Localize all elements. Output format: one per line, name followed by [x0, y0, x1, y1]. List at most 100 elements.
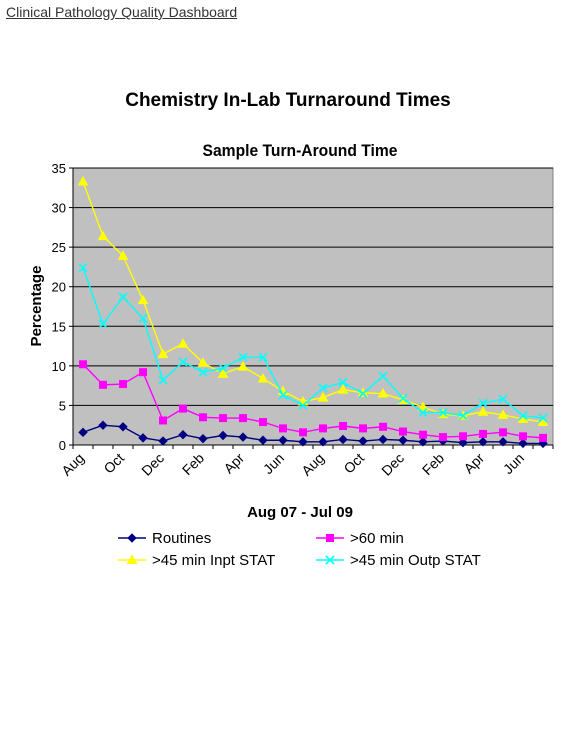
- data-point: [119, 380, 127, 389]
- dashboard-link[interactable]: Clinical Pathology Quality Dashboard: [6, 4, 238, 20]
- legend-swatch-marker: [325, 555, 335, 565]
- data-point: [418, 407, 428, 418]
- x-axis-label: Aug 07 - Jul 09: [247, 504, 353, 521]
- data-point: [158, 436, 168, 446]
- y-tick-label: 15: [52, 319, 66, 334]
- x-tick-label: Oct: [100, 450, 127, 477]
- data-point: [318, 437, 328, 447]
- series-layer: [77, 175, 549, 449]
- data-point: [358, 388, 368, 399]
- data-point: [319, 424, 327, 433]
- data-point: [498, 437, 508, 447]
- data-point: [519, 432, 527, 441]
- data-point: [439, 433, 447, 442]
- data-point: [99, 380, 107, 389]
- data-point: [398, 435, 408, 445]
- data-point: [237, 361, 249, 371]
- y-tick-label: 20: [52, 280, 66, 295]
- data-point: [377, 388, 389, 398]
- x-tick-label: Feb: [419, 450, 448, 479]
- data-point: [258, 435, 268, 445]
- data-point: [539, 433, 547, 442]
- data-point: [298, 400, 308, 410]
- x-tick-label: Apr: [220, 450, 247, 477]
- data-point: [98, 319, 108, 329]
- data-point: [177, 338, 189, 348]
- y-tick-label: 30: [52, 201, 66, 216]
- data-point: [338, 377, 348, 388]
- data-point: [317, 391, 329, 402]
- data-point: [159, 416, 167, 425]
- y-tick-label: 0: [59, 438, 66, 453]
- data-point: [257, 373, 269, 383]
- x-tick-label: Feb: [179, 450, 208, 479]
- data-point: [197, 357, 209, 367]
- y-tick-label: 5: [59, 398, 66, 413]
- data-point: [198, 367, 208, 377]
- legend-item: >45 min Inpt STAT: [118, 552, 275, 569]
- legend-swatch-marker: [126, 554, 138, 564]
- series-1: [79, 360, 547, 442]
- x-tick-label: Jun: [500, 450, 527, 477]
- data-point: [499, 428, 507, 437]
- data-point: [278, 435, 288, 445]
- data-point: [218, 363, 228, 373]
- series-0: [78, 420, 548, 449]
- labels: Sample Turn-Around Time Percentage Aug 0…: [28, 141, 397, 521]
- data-point: [339, 422, 347, 431]
- data-point: [218, 430, 228, 441]
- data-point: [337, 384, 349, 394]
- data-point: [359, 424, 367, 433]
- data-point: [178, 357, 188, 367]
- data-point: [217, 368, 229, 378]
- data-point: [138, 313, 148, 323]
- data-point: [478, 398, 488, 408]
- data-point: [338, 434, 348, 445]
- legend-item: >45 min Outp STAT: [316, 552, 481, 569]
- series-3: [78, 263, 548, 423]
- chart-title: Sample Turn-Around Time: [203, 141, 398, 160]
- data-point: [279, 424, 287, 433]
- data-point: [498, 394, 508, 404]
- data-point: [497, 409, 509, 419]
- x-tick-label: Jun: [260, 450, 287, 477]
- data-point: [178, 430, 188, 440]
- x-tick-label: Oct: [340, 450, 367, 477]
- legend: Routines >60 min >45 min Inpt STAT >45 min …: [118, 530, 481, 569]
- legend-swatch-marker: [127, 533, 137, 543]
- data-point: [379, 422, 387, 431]
- data-point: [398, 393, 408, 403]
- legend-item: >60 min: [316, 530, 404, 547]
- data-point: [239, 414, 247, 423]
- legend-label: >45 min Inpt STAT: [152, 552, 275, 569]
- data-point: [378, 434, 388, 445]
- data-point: [458, 437, 468, 448]
- data-point: [78, 263, 88, 273]
- data-point: [399, 427, 407, 436]
- legend-swatch-marker: [326, 534, 334, 542]
- data-point: [77, 175, 89, 186]
- data-point: [139, 368, 147, 377]
- x-tick-label: Dec: [138, 450, 167, 479]
- x-tick-label: Aug: [298, 450, 327, 479]
- data-point: [138, 433, 148, 443]
- legend-item: Routines: [118, 530, 211, 547]
- data-point: [459, 432, 467, 441]
- data-point: [419, 430, 427, 439]
- legend-label: >60 min: [350, 530, 404, 547]
- series-line: [82, 181, 544, 423]
- data-point: [199, 413, 207, 422]
- data-point: [518, 438, 528, 449]
- data-point: [538, 413, 548, 423]
- legend-label: Routines: [152, 530, 211, 547]
- data-point: [98, 420, 108, 430]
- page-title: Chemistry In-Lab Turnaround Times: [125, 90, 451, 111]
- data-point: [97, 230, 109, 241]
- data-point: [259, 418, 267, 427]
- data-point: [238, 432, 248, 442]
- data-point: [458, 411, 468, 421]
- data-point: [118, 292, 128, 302]
- data-point: [179, 404, 187, 413]
- legend-label: >45 min Outp STAT: [350, 552, 481, 569]
